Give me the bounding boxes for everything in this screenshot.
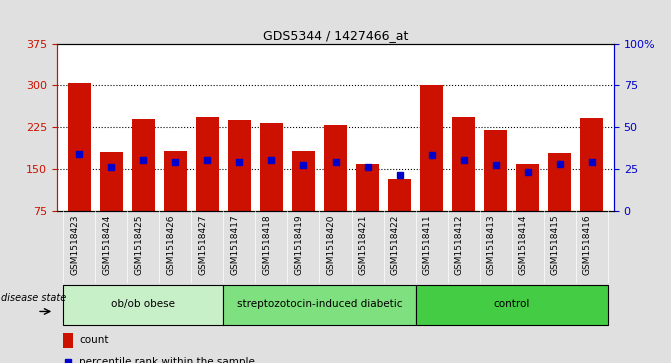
Bar: [452, 117, 475, 211]
Text: GSM1518426: GSM1518426: [166, 214, 175, 275]
Text: GSM1518414: GSM1518414: [519, 214, 527, 275]
Text: GSM1518427: GSM1518427: [199, 214, 207, 275]
Text: GSM1518423: GSM1518423: [70, 214, 79, 275]
Text: GSM1518411: GSM1518411: [423, 214, 431, 275]
Text: GSM1518415: GSM1518415: [550, 214, 560, 275]
Text: disease state: disease state: [1, 293, 66, 303]
Bar: [517, 164, 539, 211]
Bar: [132, 119, 154, 211]
Bar: [223, 285, 415, 325]
Bar: [324, 125, 347, 211]
Text: ob/ob obese: ob/ob obese: [111, 299, 175, 309]
Bar: [356, 164, 378, 211]
Text: GSM1518420: GSM1518420: [327, 214, 336, 275]
Bar: [293, 151, 315, 211]
Text: control: control: [493, 299, 529, 309]
Bar: [68, 82, 91, 211]
Text: GSM1518419: GSM1518419: [295, 214, 303, 275]
Bar: [415, 285, 607, 325]
Text: percentile rank within the sample: percentile rank within the sample: [79, 357, 255, 363]
Text: GSM1518424: GSM1518424: [103, 214, 111, 274]
Text: streptozotocin-induced diabetic: streptozotocin-induced diabetic: [237, 299, 402, 309]
Bar: [548, 153, 571, 211]
Bar: [580, 118, 603, 211]
Bar: [64, 285, 223, 325]
Bar: [420, 85, 443, 211]
Text: GSM1518412: GSM1518412: [454, 214, 464, 275]
Text: GSM1518422: GSM1518422: [391, 214, 399, 274]
Bar: [197, 117, 219, 211]
Bar: [62, 333, 72, 348]
Bar: [164, 151, 187, 211]
Text: GSM1518425: GSM1518425: [134, 214, 144, 275]
Text: count: count: [79, 335, 109, 345]
Bar: [100, 152, 123, 211]
Bar: [484, 130, 507, 211]
Text: GSM1518413: GSM1518413: [486, 214, 496, 275]
Text: GSM1518421: GSM1518421: [358, 214, 368, 275]
Text: GSM1518417: GSM1518417: [230, 214, 240, 275]
Title: GDS5344 / 1427466_at: GDS5344 / 1427466_at: [263, 29, 408, 42]
Bar: [389, 179, 411, 211]
Text: GSM1518418: GSM1518418: [262, 214, 272, 275]
Bar: [228, 121, 251, 211]
Bar: [260, 123, 282, 211]
Text: GSM1518416: GSM1518416: [582, 214, 592, 275]
